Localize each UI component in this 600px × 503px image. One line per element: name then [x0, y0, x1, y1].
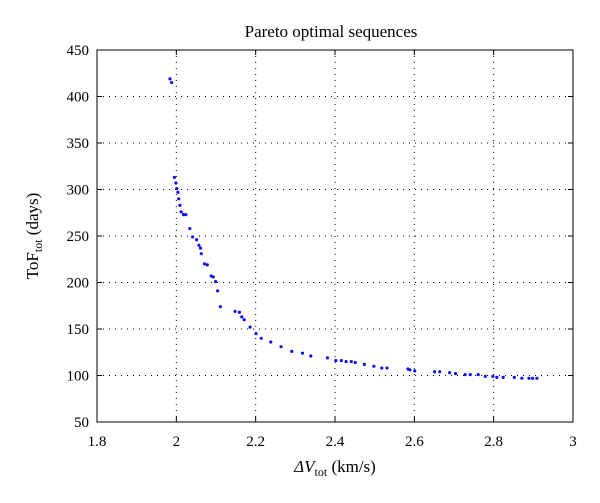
- data-point: [413, 369, 417, 373]
- x-axis-label-main: ΔV: [293, 457, 317, 476]
- data-point: [483, 374, 487, 379]
- data-point: [453, 372, 458, 376]
- data-point: [259, 336, 263, 340]
- data-point: [205, 263, 209, 267]
- data-point: [237, 310, 242, 314]
- data-point: [530, 376, 535, 380]
- data-point: [184, 213, 188, 217]
- data-point: [468, 372, 472, 377]
- data-point: [176, 190, 180, 194]
- axis-ticks: 1.8 2 2.2 2.4 2.6 2.8 350100150200250300350400…: [67, 43, 577, 450]
- data-point: [233, 309, 237, 313]
- data-point: [168, 77, 172, 81]
- x-tick-label: 3: [569, 434, 577, 450]
- y-tick-label: 450: [67, 43, 90, 59]
- data-point: [380, 366, 384, 370]
- data-point: [476, 372, 480, 377]
- data-point: [215, 289, 220, 293]
- data-point: [300, 351, 305, 355]
- grid: [97, 50, 573, 422]
- x-axis-label-rest: (km/s): [327, 457, 376, 476]
- data-point: [438, 370, 442, 374]
- data-point: [202, 262, 207, 266]
- data-point: [188, 226, 192, 231]
- data-point: [325, 356, 330, 360]
- data-point: [495, 375, 499, 379]
- x-tick-label: 1.8: [88, 434, 107, 450]
- data-point: [190, 235, 195, 239]
- y-tick-label: 100: [67, 369, 90, 385]
- data-point: [339, 359, 343, 363]
- data-point: [181, 213, 186, 217]
- data-point: [448, 371, 452, 375]
- data-point: [512, 375, 516, 379]
- data-point: [240, 315, 244, 319]
- y-tick-label: 200: [67, 276, 90, 292]
- y-tick-label: 250: [67, 229, 90, 245]
- x-tick-label: 2.2: [246, 434, 265, 450]
- data-point: [172, 175, 176, 180]
- data-point: [279, 345, 283, 349]
- data-point: [349, 359, 353, 364]
- data-point: [179, 210, 183, 214]
- data-point: [211, 275, 215, 279]
- y-axis-label: ToFtot (days): [23, 193, 45, 280]
- data-point: [362, 362, 366, 366]
- x-axis-label-sub: tot: [315, 465, 328, 479]
- data-point: [344, 359, 348, 364]
- x-tick-label: 2: [173, 434, 181, 450]
- data-point: [408, 368, 412, 372]
- data-point: [248, 325, 252, 329]
- chart-title: Pareto optimal sequences: [245, 22, 418, 41]
- data-point: [169, 80, 174, 85]
- data-point: [334, 359, 338, 363]
- y-tick-label: 400: [67, 90, 90, 106]
- data-point: [218, 305, 222, 309]
- data-point: [197, 243, 201, 247]
- data-point: [432, 370, 437, 374]
- data-point: [309, 354, 313, 358]
- x-tick-label: 2.4: [326, 434, 345, 450]
- data-point: [353, 360, 357, 365]
- data-point: [242, 318, 246, 322]
- y-axis-label-main: ToF: [23, 252, 42, 279]
- data-point: [198, 246, 203, 250]
- data-point: [501, 375, 505, 379]
- data-point: [520, 376, 524, 380]
- data-point: [254, 332, 258, 336]
- data-point: [174, 181, 178, 185]
- data-point: [491, 374, 495, 379]
- data-point: [199, 252, 203, 256]
- y-tick-label: 150: [67, 322, 90, 338]
- data-point: [535, 376, 539, 380]
- data-point: [178, 203, 182, 207]
- y-tick-label: 300: [67, 183, 90, 199]
- data-point: [269, 340, 273, 344]
- y-axis-label-rest: (days): [23, 193, 42, 240]
- y-tick-label: 350: [67, 136, 90, 152]
- x-axis-label: ΔVtot (km/s): [293, 457, 376, 479]
- data-point: [194, 238, 199, 242]
- y-tick-label: 50: [74, 415, 89, 431]
- y-axis-label-sub: tot: [31, 239, 45, 252]
- data-point: [372, 364, 376, 368]
- data-point: [290, 349, 294, 353]
- x-tick-label: 2.8: [484, 434, 503, 450]
- data-points: [168, 77, 539, 380]
- data-point: [177, 197, 181, 201]
- x-tick-label: 2.6: [405, 434, 424, 450]
- data-point: [214, 279, 218, 284]
- data-point: [527, 376, 531, 380]
- data-point: [175, 186, 179, 191]
- data-point: [385, 366, 389, 370]
- data-point: [463, 372, 467, 377]
